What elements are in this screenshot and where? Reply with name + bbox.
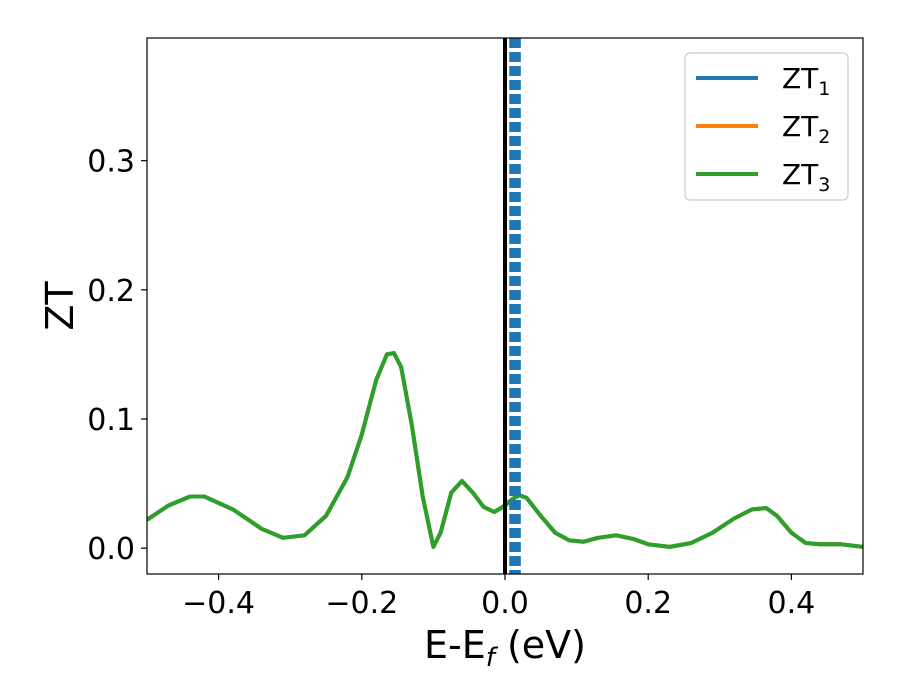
legend-label-1: ZT1 bbox=[782, 62, 830, 100]
legend-label-3: ZT3 bbox=[782, 158, 830, 196]
x-tick-label: 0.2 bbox=[624, 586, 672, 621]
x-tick-label: −0.4 bbox=[182, 586, 255, 621]
x-tick-label: −0.2 bbox=[325, 586, 398, 621]
y-tick-label: 0.3 bbox=[87, 145, 135, 180]
legend: ZT1 ZT2 ZT3 bbox=[684, 52, 849, 201]
x-axis: −0.4 −0.2 0.0 0.2 0.4 bbox=[182, 574, 815, 621]
y-tick-label: 0.1 bbox=[87, 403, 135, 438]
y-axis-label: ZT bbox=[38, 281, 82, 331]
y-tick-label: 0.2 bbox=[87, 274, 135, 309]
series-line-3 bbox=[147, 351, 863, 549]
x-axis-label: E-Ef (eV) bbox=[424, 623, 586, 673]
plot-area bbox=[146, 37, 864, 575]
legend-label-2: ZT2 bbox=[782, 110, 830, 148]
y-axis: 0.0 0.1 0.2 0.3 bbox=[87, 145, 147, 567]
x-tick-label: 0.4 bbox=[768, 586, 816, 621]
legend-box bbox=[684, 52, 849, 201]
y-tick-label: 0.0 bbox=[87, 532, 135, 567]
x-tick-label: 0.0 bbox=[481, 586, 529, 621]
